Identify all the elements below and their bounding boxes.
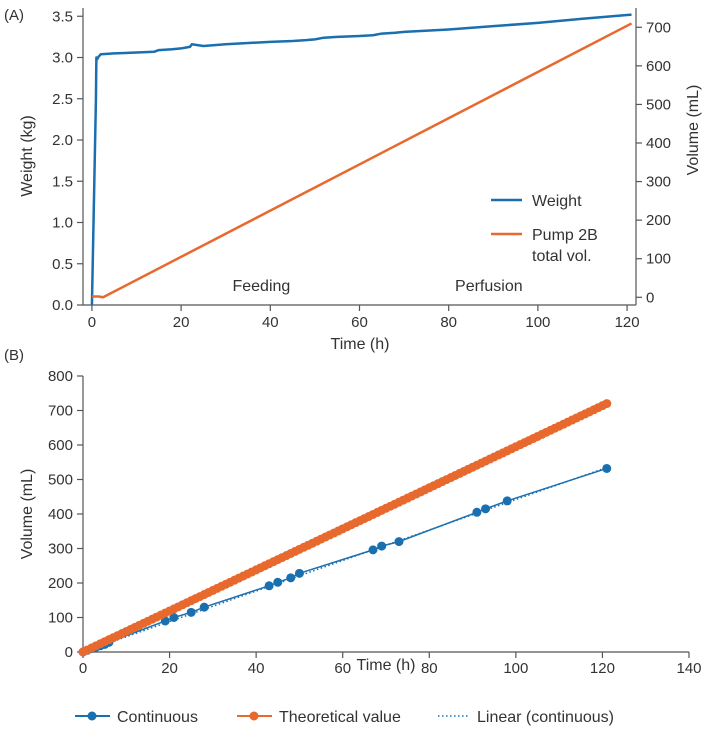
panel-b-x-tick-label: 60	[334, 660, 351, 677]
continuous-point	[199, 602, 209, 612]
continuous-point	[472, 507, 482, 517]
panel-a-y-tick-label: 2.5	[52, 91, 73, 108]
panel-a-series	[90, 13, 633, 306]
panel-b-x-tick-label: 20	[161, 660, 178, 677]
panel-a-legend: Weight Pump 2B total vol.	[491, 193, 598, 265]
panel-a-annotations: Feeding Perfusion	[232, 278, 522, 295]
panel-a-x-tick-label: 0	[88, 314, 96, 331]
panel-b-x-tick-label: 40	[248, 660, 265, 677]
legend-pump-label-line2: total vol.	[532, 248, 592, 265]
panel-b-ticks: 0 20 40 60 80 100 120 140 0 100 200 300 400 500 600 700…	[48, 368, 702, 677]
panel-a-y-tick-label: 0.5	[52, 256, 73, 273]
continuous-point	[394, 537, 404, 547]
panel-a-y2-tick-label: 0	[646, 289, 654, 306]
panel-b-y-tick-label: 600	[48, 437, 73, 454]
continuous-point	[273, 577, 283, 587]
panel-a-y-tick-label: 3.0	[52, 50, 73, 67]
panel-a-x-tick-label: 40	[262, 314, 279, 331]
panel-b-y-tick-label: 400	[48, 506, 73, 523]
panel-a-annotation: Perfusion	[455, 278, 523, 295]
panel-b-y-tick-label: 800	[48, 368, 73, 385]
panel-b-x-tick-label: 120	[590, 660, 615, 677]
panel-b-y-tick-label: 300	[48, 541, 73, 558]
legend-weight-label: Weight	[532, 193, 582, 210]
continuous-point	[286, 573, 296, 583]
panel-a-y2-tick-label: 700	[646, 19, 671, 36]
panel-b-y-tick-label: 700	[48, 403, 73, 420]
panel-b-y-tick-label: 0	[65, 644, 73, 661]
panel-a-y2-label: Volume (mL)	[685, 85, 702, 176]
panel-b-x-tick-label: 0	[79, 660, 87, 677]
panel-b-label: (B)	[4, 347, 24, 364]
panel-a-x-tick-label: 100	[525, 314, 550, 331]
continuous-point	[264, 581, 274, 591]
weight-series-line	[90, 13, 632, 306]
panel-a-y-label: Weight (kg)	[19, 115, 36, 197]
panel-b-y-tick-label: 200	[48, 575, 73, 592]
panel-b-y-tick-label: 100	[48, 610, 73, 627]
panel-a-y2-tick-label: 500	[646, 96, 671, 113]
panel-a-y-tick-label: 1.0	[52, 215, 73, 232]
panel-a-y2-tick-label: 300	[646, 174, 671, 191]
panel-b-x-tick-label: 140	[676, 660, 701, 677]
legend-theoretical-label: Theoretical value	[279, 709, 401, 726]
panel-a-y-tick-label: 3.5	[52, 8, 73, 25]
panel-a-x-tick-label: 20	[173, 314, 190, 331]
linear-continuous-trendline	[82, 466, 608, 653]
panel-b-y-tick-label: 500	[48, 472, 73, 489]
panel-a-ticks: 0 20 40 60 80 100 120 0.0 0.5 1.0 1.5 2.0 2.5 3.0 3.5 0…	[52, 8, 671, 331]
panel-a-label: (A)	[4, 7, 24, 24]
panel-a-x-tick-label: 60	[351, 314, 368, 331]
legend-continuous-label: Continuous	[117, 709, 198, 726]
panel-b-chart: (B) 0 20 40 60 80 100 120 140 0 100 200 300 400 500 60…	[4, 347, 702, 726]
panel-a-y-tick-label: 2.0	[52, 132, 73, 149]
panel-b-x-label: Time (h)	[357, 657, 416, 674]
panel-a-y-tick-label: 1.5	[52, 173, 73, 190]
panel-b-x-tick-label: 100	[503, 660, 528, 677]
panel-a-x-tick-label: 120	[615, 314, 640, 331]
continuous-point	[169, 613, 179, 622]
panel-a-y2-tick-label: 400	[646, 135, 671, 152]
panel-b-x-tick-label: 80	[421, 660, 438, 677]
continuous-point	[481, 504, 491, 514]
legend-pump-label: Pump 2B	[532, 227, 598, 244]
panel-a-y2-tick-label: 200	[646, 212, 671, 229]
legend-continuous-marker	[87, 711, 97, 721]
panel-b-y-label: Volume (mL)	[19, 469, 36, 560]
panel-a-x-label: Time (h)	[331, 336, 390, 353]
continuous-point	[602, 463, 612, 473]
panel-b-legend: Continuous Theoretical value Linear (con…	[75, 709, 614, 726]
continuous-point	[186, 607, 196, 617]
panel-a-x-tick-label: 80	[440, 314, 457, 331]
panel-a-y-tick-label: 0.0	[52, 297, 73, 314]
legend-theoretical-marker	[249, 711, 259, 721]
continuous-point	[294, 568, 304, 578]
panel-a-annotation: Feeding	[232, 278, 290, 295]
theoretical-point	[602, 399, 612, 409]
continuous-point	[368, 545, 378, 555]
continuous-point	[502, 496, 512, 506]
legend-linear-label: Linear (continuous)	[477, 709, 614, 726]
pump-series-line	[91, 22, 633, 299]
panel-a-y2-tick-label: 100	[646, 251, 671, 268]
continuous-point	[377, 541, 387, 551]
panel-b-series	[78, 399, 612, 657]
panel-a-chart: (A) 0 20 40 60 80 100 120 0.0 0.5 1.0 1.5 2.0 2.5 3.0…	[4, 7, 702, 353]
panel-a-y2-tick-label: 600	[646, 58, 671, 75]
